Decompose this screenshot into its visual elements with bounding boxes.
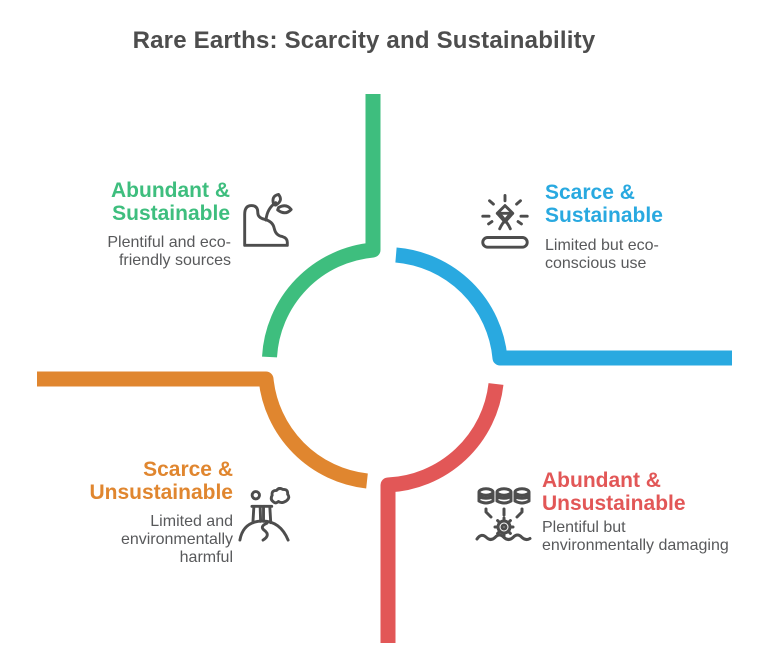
factory-chimneys — [250, 504, 274, 525]
gem-tray — [481, 236, 529, 249]
sprouting-plant-icon — [243, 193, 293, 247]
quadrant-heading-scarce-sustainable: Scarce & Sustainable — [545, 181, 663, 227]
water-waves — [475, 533, 532, 542]
factory-sun — [250, 490, 261, 501]
coin-stacks — [477, 487, 531, 505]
gem-sparkle-rays — [481, 194, 529, 226]
green-arm — [262, 94, 381, 358]
page-title: Rare Earths: Scarcity and Sustainability — [132, 27, 596, 54]
orange-arm — [37, 371, 368, 489]
quadrant-description-scarce-sustainable: Limited but eco-conscious use — [545, 237, 659, 272]
red-arm — [380, 383, 504, 643]
plant-leaf-right — [276, 204, 293, 215]
factory-road — [260, 521, 269, 542]
factory-hill — [238, 519, 290, 542]
plant-leaf-up — [271, 193, 282, 207]
quadrant-description-abundant-unsustainable: Plentiful but environmentally damaging — [542, 519, 729, 554]
quadrant-description-scarce-unsustainable: Limited and environmentally harmful — [120, 513, 233, 566]
factory-pollution-icon — [238, 487, 291, 542]
quadrant-heading-abundant-sustainable: Abundant & Sustainable — [111, 179, 230, 225]
flow-arrows — [484, 507, 524, 519]
coins-gear-waves-icon — [475, 487, 532, 542]
gem-ring-icon — [481, 194, 529, 249]
gear-teeth — [493, 516, 515, 538]
gear-hole — [500, 523, 508, 531]
quadrant-heading-abundant-unsustainable: Abundant & Unsustainable — [542, 469, 686, 515]
factory-smoke-cloud — [269, 487, 291, 505]
quadrant-description-abundant-sustainable: Plentiful and eco-friendly sources — [107, 234, 231, 269]
plant-ground-shape — [243, 204, 289, 247]
blue-arm — [395, 247, 732, 366]
gem-band — [498, 212, 512, 231]
quadrant-heading-scarce-unsustainable: Scarce & Unsustainable — [89, 458, 233, 504]
